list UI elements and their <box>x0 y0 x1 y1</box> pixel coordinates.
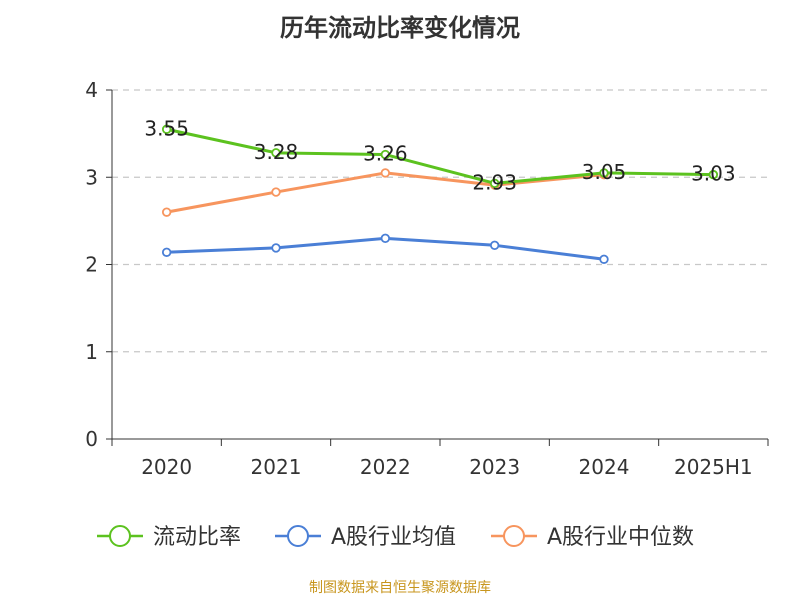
axes: 0 1 2 3 4 2020 2021 2022 2023 2024 2025H1 <box>85 78 769 479</box>
data-labels: 3.55 3.28 3.26 2.93 3.05 3.03 <box>144 116 735 194</box>
data-label: 3.05 <box>582 160 627 184</box>
data-point <box>708 169 719 180</box>
data-label: 2.93 <box>472 170 517 194</box>
y-tick-label: 2 <box>85 253 98 277</box>
series-lines <box>161 124 719 264</box>
legend-label: 流动比率 <box>153 525 241 550</box>
data-point <box>489 240 500 251</box>
data-point <box>161 207 172 217</box>
data-label: 3.28 <box>254 140 299 164</box>
data-point <box>599 254 609 264</box>
y-tick-label: 4 <box>85 78 98 102</box>
y-tick-label: 3 <box>85 165 98 189</box>
data-point <box>161 124 172 134</box>
grid-lines <box>112 89 768 353</box>
x-tick-label: 2022 <box>360 455 411 479</box>
data-point <box>271 148 281 158</box>
x-tick-label: 2020 <box>141 455 192 479</box>
legend-marker <box>109 525 131 547</box>
data-point <box>380 233 391 244</box>
data-point <box>380 168 391 178</box>
data-point <box>271 187 281 197</box>
x-tick-label: 2021 <box>251 455 302 479</box>
data-point <box>380 149 391 160</box>
y-tick-label: 0 <box>85 427 98 451</box>
data-point <box>161 247 172 257</box>
data-label: 3.03 <box>691 162 736 186</box>
legend-marker <box>287 525 309 547</box>
x-tick-label: 2025H1 <box>674 455 753 479</box>
data-point <box>489 178 500 189</box>
data-label: 3.26 <box>363 142 408 166</box>
series-line <box>166 127 714 185</box>
data-point <box>599 168 609 178</box>
y-tick-label: 1 <box>85 340 98 364</box>
legend: 流动比率 A股行业均值 A股行业中位数 <box>97 525 694 550</box>
chart-title: 历年流动比率变化情况 <box>280 14 520 42</box>
data-label: 3.55 <box>144 116 189 140</box>
legend-label: A股行业中位数 <box>547 525 694 550</box>
legend-marker <box>503 525 525 547</box>
x-tick-label: 2024 <box>579 455 630 479</box>
source-note: 制图数据来自恒生聚源数据库 <box>309 580 491 596</box>
legend-label: A股行业均值 <box>331 525 456 550</box>
x-tick-label: 2023 <box>469 455 520 479</box>
data-point <box>271 243 281 253</box>
